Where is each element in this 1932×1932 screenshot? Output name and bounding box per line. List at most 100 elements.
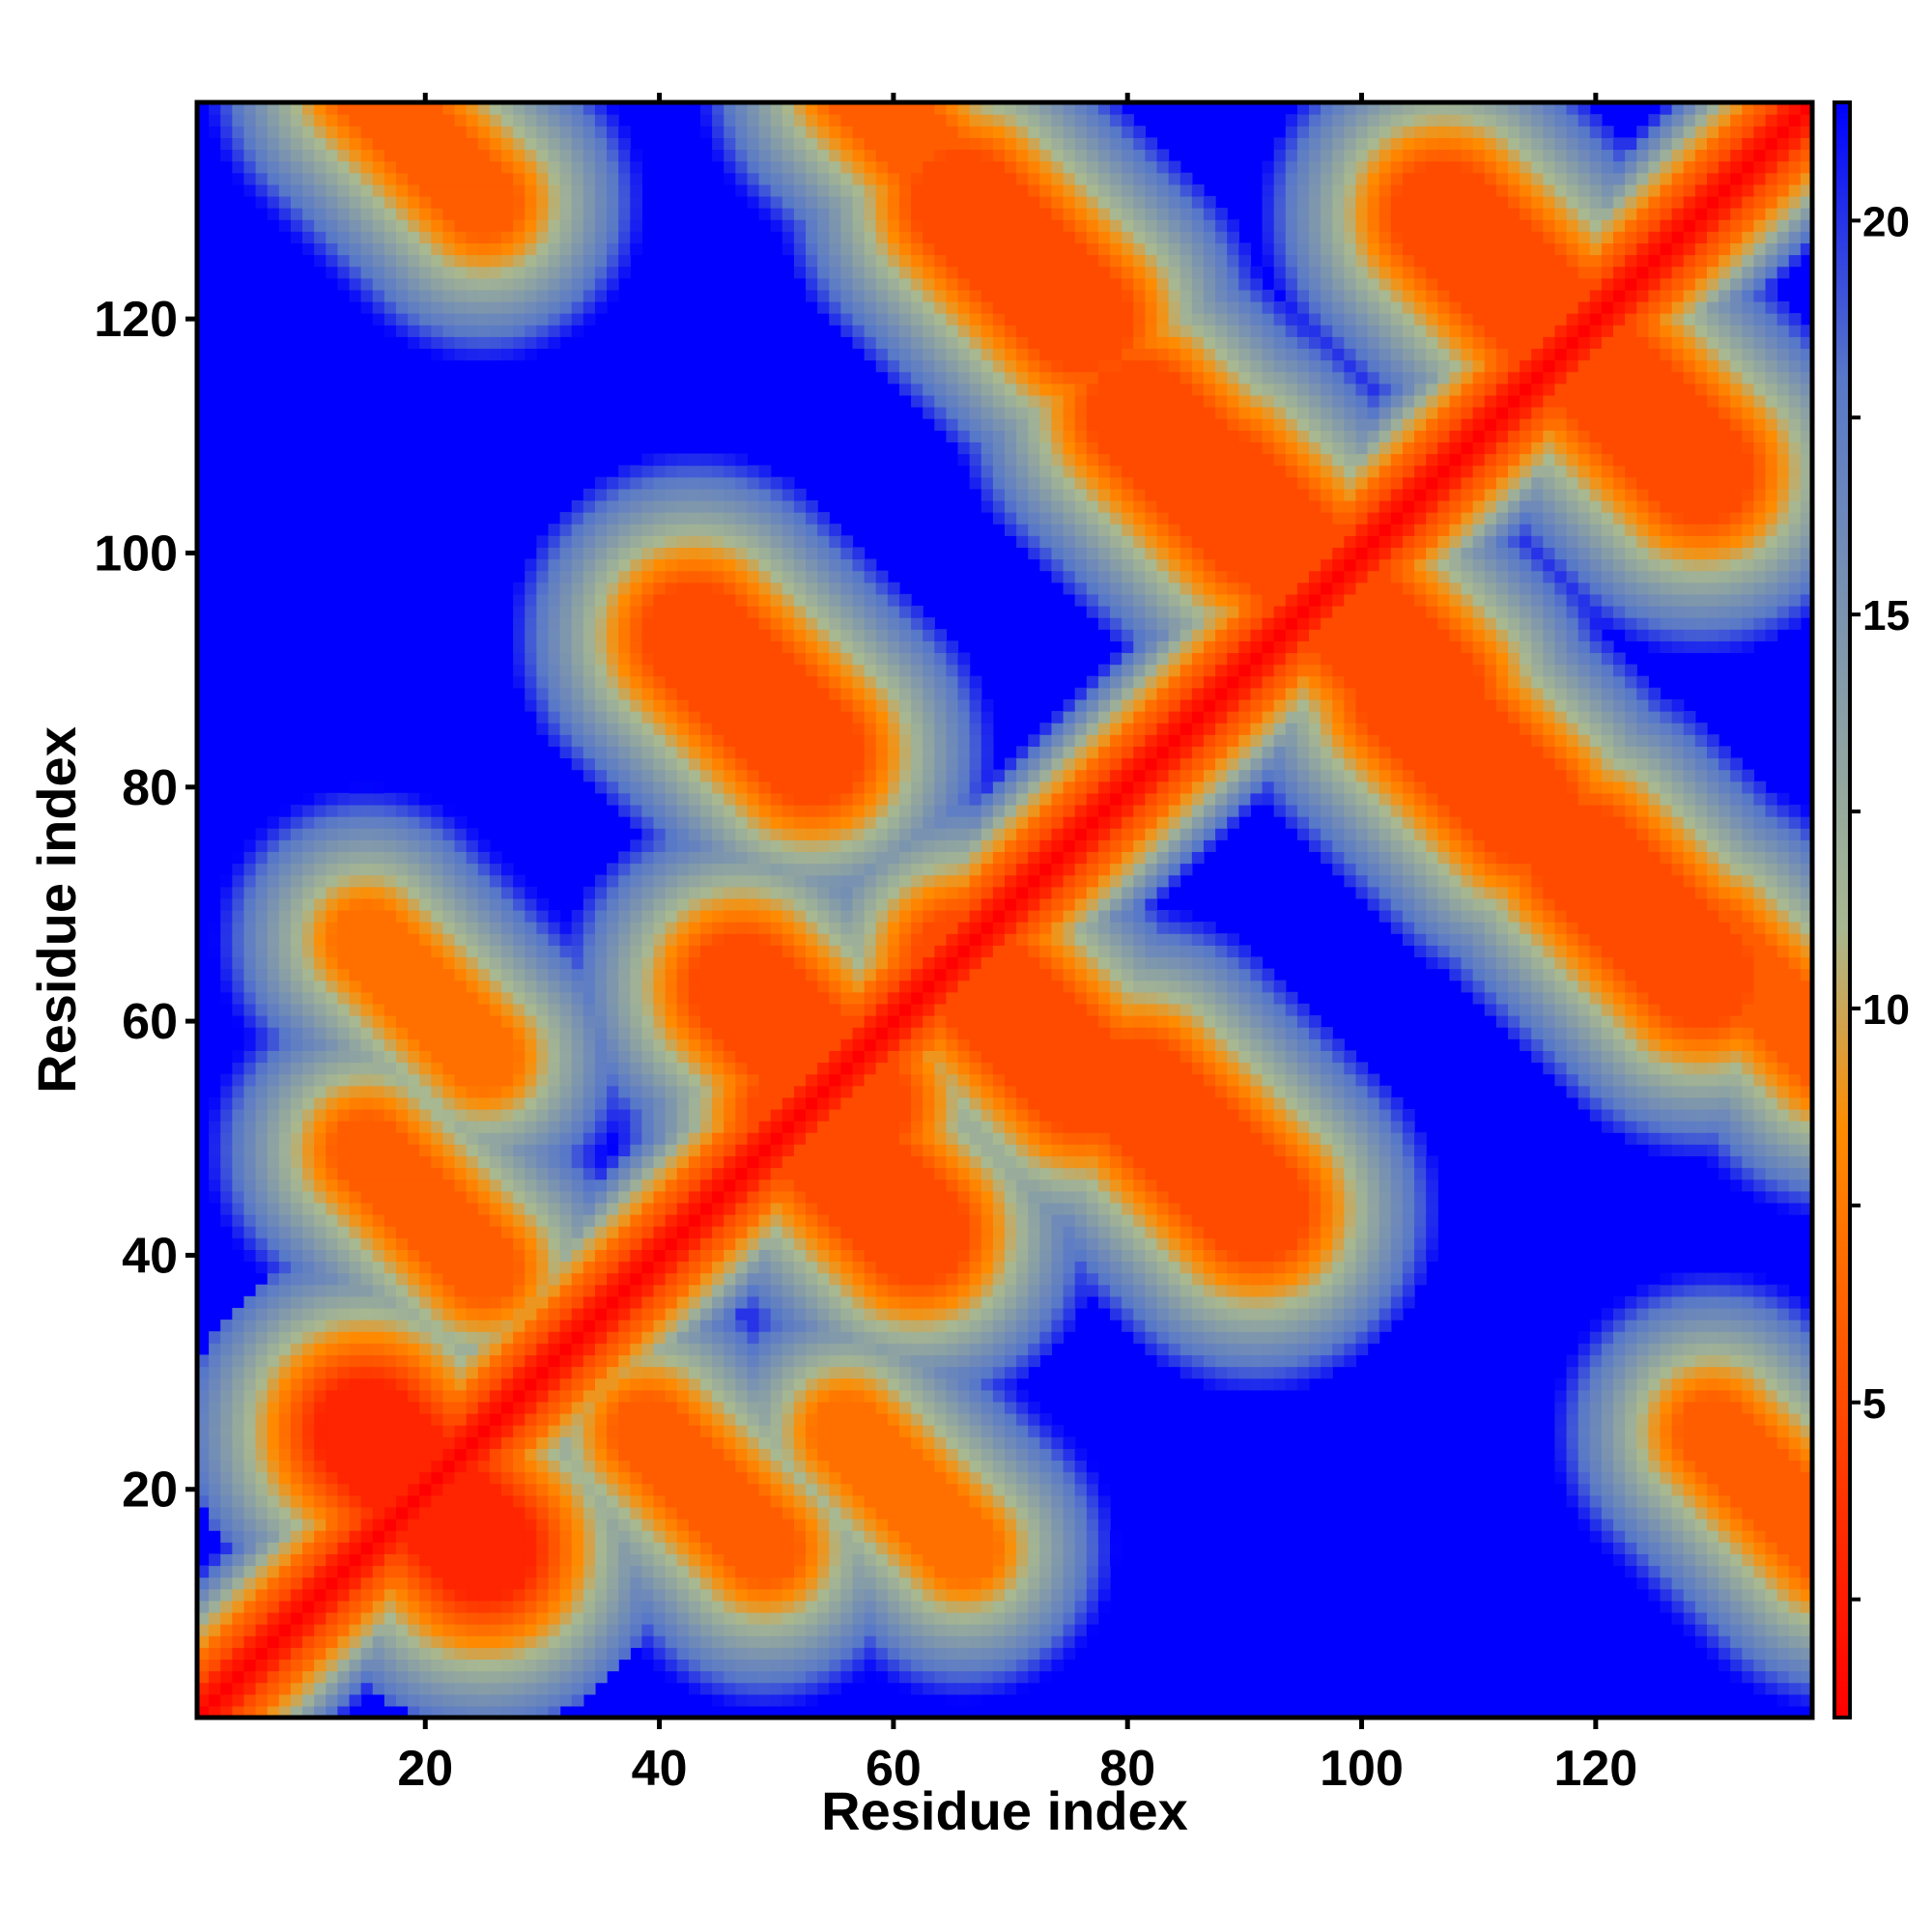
heatmap-cell [724, 512, 736, 525]
heatmap-cell [559, 1506, 573, 1520]
heatmap-cell [408, 1085, 420, 1098]
heatmap-cell [454, 1015, 468, 1028]
heatmap-cell [559, 114, 573, 127]
heatmap-cell [454, 980, 468, 993]
heatmap-cell [688, 1635, 701, 1648]
heatmap-cell [466, 1226, 479, 1238]
heatmap-cell [676, 1401, 690, 1414]
heatmap-cell [770, 1085, 783, 1098]
heatmap-cell [477, 968, 491, 981]
heatmap-cell [641, 499, 655, 513]
heatmap-cell [724, 1307, 736, 1321]
heatmap-cell [243, 102, 257, 115]
heatmap-cell [676, 1611, 690, 1625]
heatmap-cell [582, 746, 596, 759]
heatmap-cell [431, 1389, 444, 1403]
heatmap-cell [758, 1331, 772, 1344]
heatmap-cell [653, 1320, 667, 1332]
heatmap-cell [582, 1272, 596, 1286]
heatmap-cell [477, 348, 491, 361]
heatmap-cell [419, 149, 432, 162]
heatmap-cell [419, 897, 432, 911]
heatmap-cell [197, 1436, 210, 1449]
heatmap-cell [665, 1085, 678, 1098]
heatmap-cell [395, 1635, 409, 1648]
heatmap-cell [571, 1436, 584, 1449]
heatmap-cell [466, 1272, 479, 1286]
heatmap-cell [302, 1155, 315, 1169]
heatmap-cell [559, 1483, 573, 1496]
heatmap-cell [419, 1179, 432, 1192]
heatmap-cell [395, 922, 409, 934]
heatmap-cell [770, 1401, 783, 1414]
heatmap-cell [525, 1085, 537, 1098]
heatmap-cell [781, 851, 795, 865]
heatmap-cell [781, 1343, 795, 1356]
heatmap-cell [571, 137, 584, 151]
heatmap-cell [770, 488, 783, 501]
heatmap-cell [278, 1624, 292, 1636]
heatmap-cell [419, 300, 432, 314]
heatmap-cell [326, 149, 338, 162]
heatmap-cell [571, 1307, 584, 1321]
heatmap-cell [466, 839, 479, 853]
heatmap-cell [665, 582, 678, 595]
heatmap-cell [607, 1588, 619, 1602]
heatmap-cell [209, 1682, 221, 1695]
heatmap-cell [513, 1448, 526, 1462]
heatmap-cell [559, 1027, 573, 1039]
heatmap-cell [525, 1249, 537, 1263]
heatmap-cell [513, 1519, 526, 1531]
heatmap-cell [442, 1577, 456, 1590]
heatmap-cell [630, 1412, 643, 1426]
heatmap-cell [243, 1214, 257, 1227]
heatmap-cell [419, 1214, 432, 1227]
heatmap-cell [501, 1378, 514, 1391]
heatmap-cell [747, 910, 760, 923]
heatmap-cell [419, 1506, 432, 1520]
heatmap-cell [582, 266, 596, 279]
heatmap-cell [758, 1096, 772, 1110]
heatmap-cell [232, 968, 245, 981]
heatmap-cell [781, 1096, 795, 1110]
heatmap-cell [349, 1132, 362, 1145]
heatmap-cell [278, 886, 292, 899]
heatmap-cell [665, 851, 678, 865]
heatmap-cell [699, 102, 713, 115]
heatmap-cell [630, 1611, 643, 1625]
heatmap-cell [337, 804, 351, 817]
heatmap-cell [419, 792, 432, 806]
heatmap-cell [255, 1705, 269, 1719]
heatmap-cell [607, 933, 619, 946]
heatmap-cell [501, 897, 514, 911]
heatmap-cell [431, 1284, 444, 1297]
heatmap-cell [326, 1331, 338, 1344]
heatmap-cell [431, 1412, 444, 1426]
heatmap-cell [408, 160, 420, 174]
heatmap-cell [712, 1354, 724, 1368]
heatmap-cell [758, 698, 772, 712]
heatmap-cell [594, 1261, 608, 1274]
heatmap-cell [360, 1214, 374, 1227]
heatmap-cell [712, 1307, 724, 1321]
heatmap-cell [513, 652, 526, 666]
heatmap-cell [278, 1366, 292, 1379]
heatmap-cell [758, 734, 772, 747]
heatmap-cell [349, 1494, 362, 1508]
heatmap-cell [770, 839, 783, 853]
heatmap-cell [582, 1320, 596, 1332]
heatmap-cell [431, 1121, 444, 1133]
heatmap-cell [513, 195, 526, 209]
heatmap-cell [501, 1682, 514, 1695]
heatmap-cell [255, 1202, 269, 1215]
heatmap-cell [255, 1073, 269, 1087]
heatmap-cell [712, 1284, 724, 1297]
heatmap-cell [477, 1693, 491, 1707]
heatmap-cell [770, 1249, 783, 1263]
heatmap-cell [781, 698, 795, 712]
heatmap-cell [688, 640, 701, 654]
heatmap-cell [712, 1588, 724, 1602]
heatmap-cell [314, 1179, 327, 1192]
heatmap-cell [220, 1448, 233, 1462]
heatmap-cell [747, 102, 760, 115]
